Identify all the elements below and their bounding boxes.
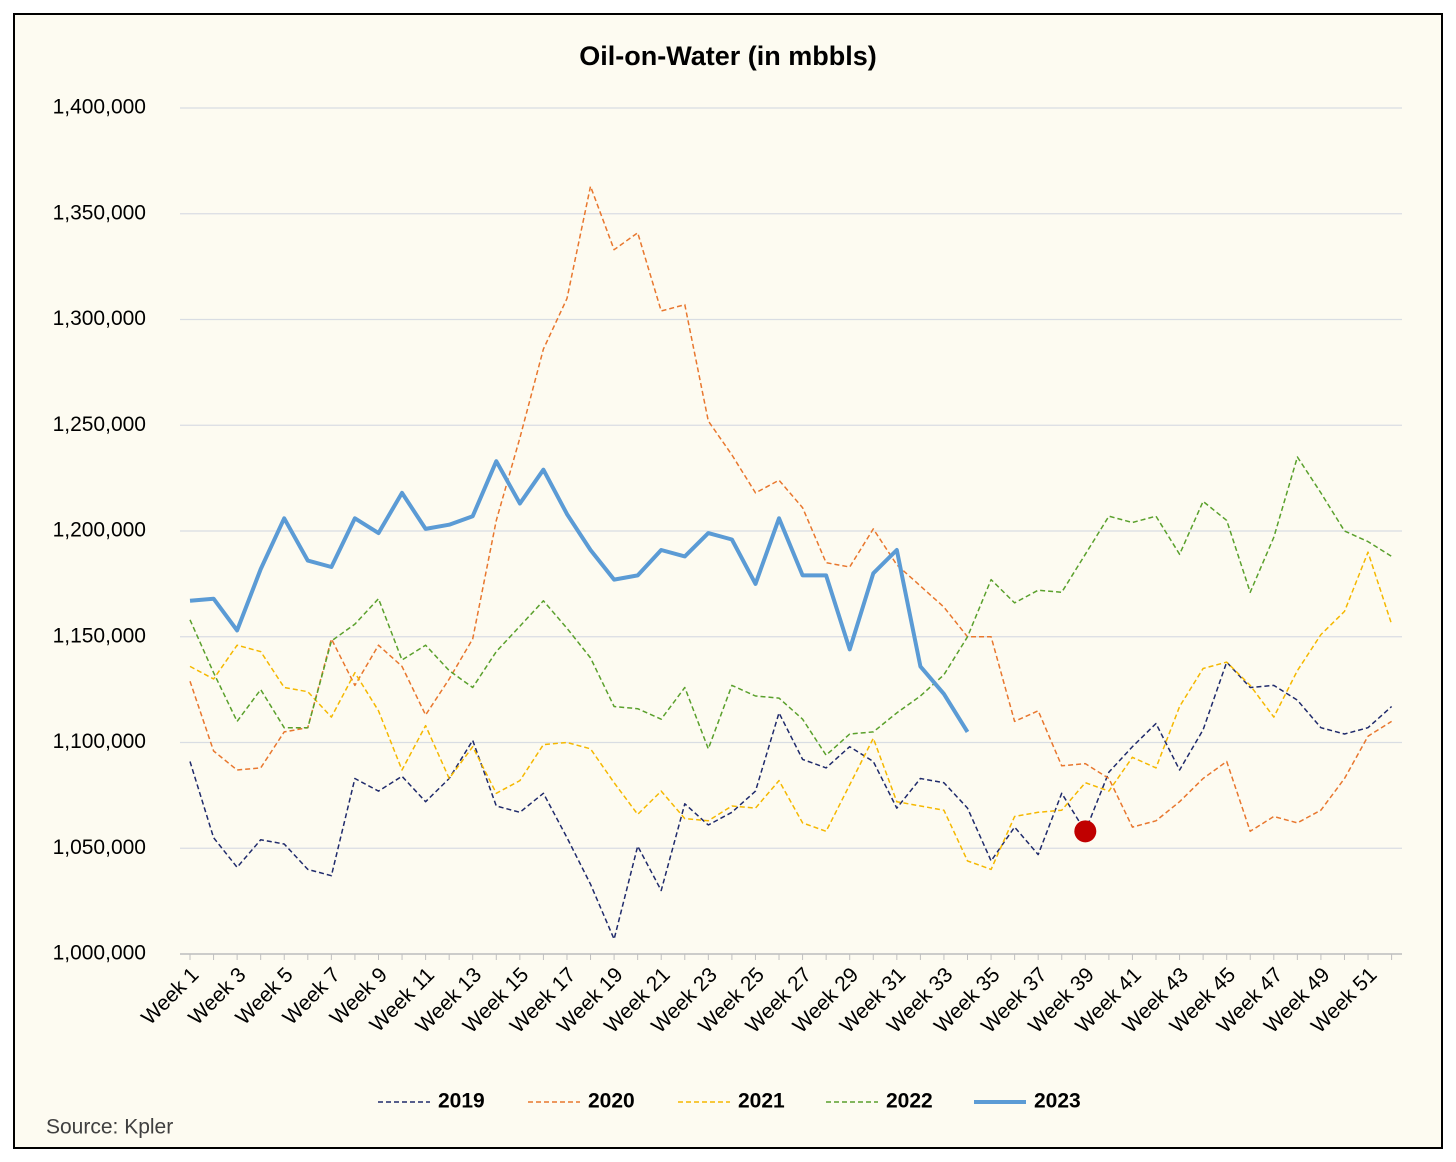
y-tick-label: 1,200,000 (53, 519, 146, 542)
source-note: Source: Kpler (46, 1116, 173, 1139)
y-tick-label: 1,250,000 (53, 413, 146, 436)
legend-label: 2020 (588, 1090, 635, 1113)
y-tick-label: 1,350,000 (53, 201, 146, 224)
series-line (189, 551, 1393, 871)
series-line (189, 459, 970, 733)
series-line (189, 661, 1393, 940)
y-tick-label: 1,100,000 (53, 730, 146, 753)
legend-label: 2023 (1034, 1090, 1081, 1113)
highlight-dot (1074, 820, 1097, 843)
y-tick-label: 1,000,000 (53, 942, 146, 965)
y-tick-label: 1,150,000 (53, 624, 146, 647)
series-line (189, 185, 1392, 833)
y-tick-label: 1,400,000 (53, 96, 146, 119)
series-line (189, 456, 1392, 756)
chart-title: Oil-on-Water (in mbbls) (579, 41, 876, 71)
chart-frame (13, 13, 1443, 1149)
legend-label: 2019 (438, 1090, 485, 1113)
y-tick-label: 1,300,000 (53, 307, 146, 330)
legend-label: 2022 (886, 1090, 933, 1113)
y-tick-label: 1,050,000 (53, 836, 146, 859)
legend-label: 2021 (738, 1090, 785, 1113)
